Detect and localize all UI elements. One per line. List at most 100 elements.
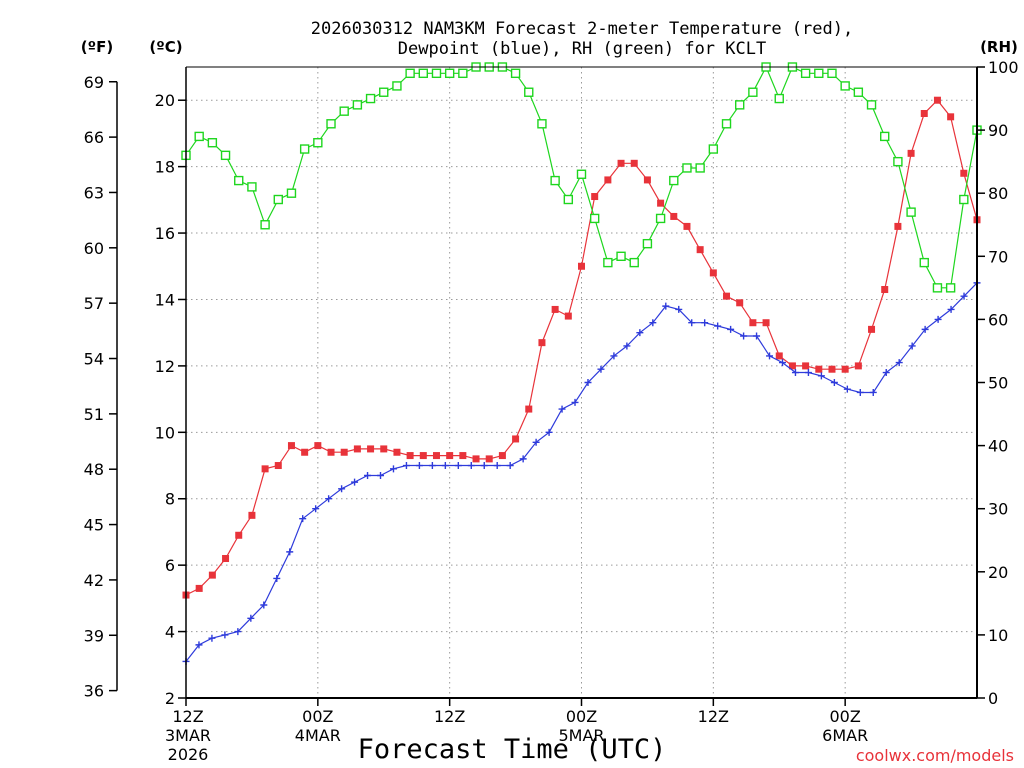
dewpoint-point xyxy=(558,405,566,413)
rh-point xyxy=(774,93,784,104)
dewpoint-point xyxy=(791,369,799,377)
axes-layer: 36 39 42 45 48 51 54 57 60 63 66 69 2 4 6 8 10 12 14 16 18 20… xyxy=(84,58,1019,764)
temperature-point xyxy=(406,452,414,460)
dewpoint-point xyxy=(377,471,385,479)
fahrenheit-tick-label: 66 xyxy=(84,128,104,147)
x-tick-label: 00Z xyxy=(566,707,597,726)
celsius-tick-label: 18 xyxy=(155,158,175,177)
temperature-point xyxy=(432,452,440,460)
rh-point xyxy=(286,188,297,198)
chart-title-line1: 2026030312 NAM3KM Forecast 2-meter Tempe… xyxy=(311,19,853,39)
rh-point xyxy=(814,68,824,79)
fahrenheit-tick-label: 63 xyxy=(84,183,104,202)
dewpoint-point xyxy=(441,462,449,470)
x-tick-label: 12Z xyxy=(434,707,465,726)
dewpoint-point xyxy=(597,365,605,373)
rh-point xyxy=(194,131,204,142)
temperature-point xyxy=(353,445,361,453)
temperature-point xyxy=(274,462,282,470)
temperature-point xyxy=(736,299,744,307)
fahrenheit-tick-label: 45 xyxy=(84,516,104,535)
dewpoint-point xyxy=(753,332,761,340)
temperature-point xyxy=(643,176,651,184)
rh-point xyxy=(853,87,864,97)
rh-tick-label: 0 xyxy=(988,689,998,708)
dewpoint-point xyxy=(856,388,864,396)
temperature-point xyxy=(485,455,493,463)
rh-point xyxy=(866,100,877,110)
series-line xyxy=(185,282,978,662)
temperature-point xyxy=(868,325,876,333)
x-tick-label: 12Z xyxy=(172,707,203,726)
temperature-point xyxy=(960,169,968,177)
temperature-point xyxy=(815,365,823,373)
x-tick-year-label: 2026 xyxy=(168,745,209,764)
rh-point xyxy=(418,68,428,79)
temperature-point xyxy=(446,452,454,460)
rh-point xyxy=(669,175,679,186)
temperature-point xyxy=(367,445,375,453)
dewpoint-point xyxy=(688,319,696,327)
rh-point xyxy=(893,156,903,167)
dewpoint-point xyxy=(921,325,929,333)
dewpoint-point xyxy=(467,462,475,470)
temperature-point xyxy=(498,452,506,460)
series-dewpoint xyxy=(182,279,981,665)
rh-point xyxy=(642,238,653,249)
dewpoint-point xyxy=(389,465,397,473)
dewpoint-point xyxy=(934,315,942,323)
dewpoint-point xyxy=(506,462,514,470)
temperature-point xyxy=(538,339,546,347)
fahrenheit-tick-label: 39 xyxy=(84,626,104,645)
rh-point xyxy=(313,138,323,148)
fahrenheit-tick-label: 60 xyxy=(84,239,104,258)
dewpoint-point xyxy=(908,342,916,350)
rh-point xyxy=(682,163,692,173)
rh-point xyxy=(840,81,850,91)
temperature-point xyxy=(512,435,520,443)
rh-point xyxy=(959,194,969,205)
temperature-point xyxy=(828,365,836,373)
x-tick-date-label: 3MAR xyxy=(165,726,211,745)
credit-label: coolwx.com/models xyxy=(856,746,1014,765)
dewpoint-point xyxy=(843,385,851,393)
dewpoint-point xyxy=(947,305,955,313)
rh-point xyxy=(932,283,943,293)
fahrenheit-tick-label: 54 xyxy=(84,350,104,369)
temperature-point xyxy=(881,286,889,294)
rh-point xyxy=(458,68,468,79)
dewpoint-point xyxy=(740,332,748,340)
rh-point xyxy=(524,87,534,97)
celsius-tick-label: 10 xyxy=(155,423,175,442)
x-tick-date-label: 5MAR xyxy=(558,726,604,745)
dewpoint-point xyxy=(662,302,670,310)
rh-unit-label: (RH) xyxy=(980,38,1018,56)
temperature-point xyxy=(261,465,269,473)
temperature-point xyxy=(683,222,691,230)
x-tick-label: 00Z xyxy=(302,707,333,726)
temperature-point xyxy=(630,159,638,167)
celsius-tick-label: 4 xyxy=(165,623,175,642)
rh-tick-label: 70 xyxy=(988,247,1008,266)
dewpoint-point xyxy=(364,471,372,479)
rh-tick-label: 20 xyxy=(988,563,1008,582)
rh-point xyxy=(326,119,336,129)
temperature-point xyxy=(287,442,295,450)
rh-point xyxy=(945,283,956,293)
x-tick-date-label: 6MAR xyxy=(822,726,868,745)
dewpoint-point xyxy=(804,369,812,377)
dewpoint-point xyxy=(221,631,229,639)
dewpoint-point xyxy=(273,574,281,582)
rh-tick-label: 100 xyxy=(988,58,1019,77)
temperature-point xyxy=(551,305,559,313)
temperature-point xyxy=(340,448,348,456)
rh-point xyxy=(695,163,705,173)
rh-point xyxy=(299,144,310,154)
temperature-point xyxy=(920,109,928,117)
x-tick-label: 12Z xyxy=(698,707,729,726)
temperature-point xyxy=(327,448,335,456)
temperature-point xyxy=(749,319,757,327)
fahrenheit-unit-label: (ºF) xyxy=(81,38,113,56)
rh-tick-label: 40 xyxy=(988,437,1008,456)
